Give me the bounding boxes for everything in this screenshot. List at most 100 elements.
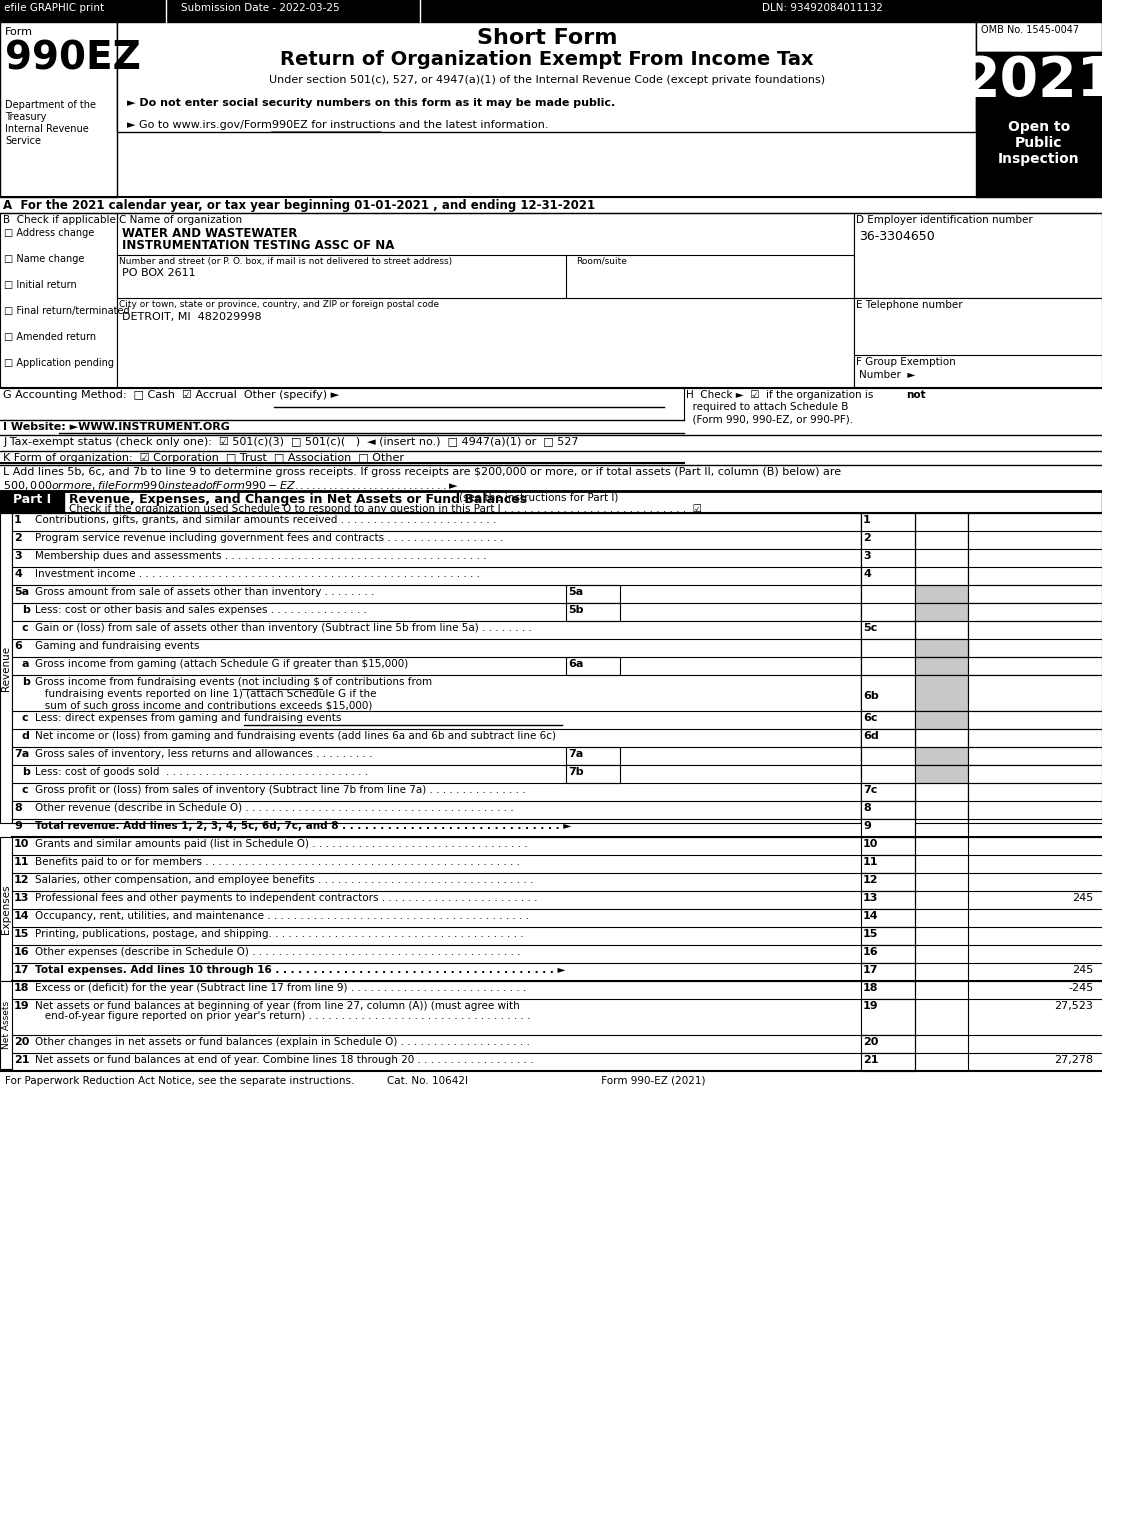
Text: 10: 10 (14, 839, 29, 849)
Text: 9: 9 (14, 820, 21, 831)
Text: 2: 2 (14, 534, 21, 543)
Bar (861, 946, 914, 962)
Bar (861, 729, 914, 747)
Text: Occupancy, rent, utilities, and maintenance . . . . . . . . . . . . . . . . . . : Occupancy, rent, utilities, and maintena… (35, 910, 528, 921)
Text: Contributions, gifts, grants, and similar amounts received . . . . . . . . . . .: Contributions, gifts, grants, and simila… (35, 515, 496, 525)
Bar (861, 782, 914, 801)
Text: Other expenses (describe in Schedule O) . . . . . . . . . . . . . . . . . . . . : Other expenses (describe in Schedule O) … (35, 947, 520, 958)
Text: 5a: 5a (568, 587, 584, 596)
Text: 2: 2 (863, 534, 870, 543)
Bar (861, 856, 914, 872)
Text: Professional fees and other payments to independent contractors . . . . . . . . : Professional fees and other payments to … (35, 894, 537, 903)
Text: c: c (21, 624, 28, 633)
Text: Short Form: Short Form (476, 27, 618, 47)
Text: 17: 17 (14, 965, 29, 974)
Text: Open to: Open to (1007, 120, 1070, 134)
Text: G Accounting Method:  □ Cash  ☑ Accrual  Other (specify) ►: G Accounting Method: □ Cash ☑ Accrual Ot… (3, 390, 340, 400)
Text: 18: 18 (863, 984, 878, 993)
Text: 6b: 6b (863, 691, 878, 702)
Bar (969, 711, 1102, 729)
Text: E Telephone number: E Telephone number (856, 300, 963, 310)
Text: 12: 12 (863, 875, 878, 884)
Text: Total revenue. Add lines 1, 2, 3, 4, 5c, 6d, 7c, and 8 . . . . . . . . . . . . .: Total revenue. Add lines 1, 2, 3, 4, 5c,… (35, 820, 571, 831)
Text: 12: 12 (14, 875, 29, 884)
Text: WATER AND WASTEWATER: WATER AND WASTEWATER (122, 227, 298, 239)
Bar (914, 602, 969, 621)
Text: Excess or (deficit) for the year (Subtract line 17 from line 9) . . . . . . . . : Excess or (deficit) for the year (Subtra… (35, 984, 526, 993)
Text: -245: -245 (1068, 984, 1093, 993)
Text: Gain or (loss) from sale of assets other than inventory (Subtract line 5b from l: Gain or (loss) from sale of assets other… (35, 624, 532, 633)
Text: □ Amended return: □ Amended return (5, 332, 96, 342)
Text: b: b (21, 605, 29, 615)
Text: Investment income . . . . . . . . . . . . . . . . . . . . . . . . . . . . . . . : Investment income . . . . . . . . . . . … (35, 569, 480, 580)
Text: 14: 14 (14, 910, 29, 921)
Bar (567, 766, 620, 782)
Text: 6a: 6a (568, 659, 584, 669)
Text: Benefits paid to or for members . . . . . . . . . . . . . . . . . . . . . . . . : Benefits paid to or for members . . . . … (35, 857, 519, 868)
Text: 245: 245 (1073, 894, 1093, 903)
Text: 3: 3 (14, 551, 21, 561)
Bar (861, 676, 914, 711)
Text: 20: 20 (14, 1037, 29, 1048)
Text: Revenue: Revenue (1, 645, 11, 691)
Text: 6c: 6c (863, 714, 877, 723)
Text: F Group Exemption: F Group Exemption (856, 357, 956, 368)
Text: 27,278: 27,278 (1054, 1055, 1093, 1064)
Text: 20: 20 (863, 1037, 878, 1048)
Text: 5a: 5a (14, 587, 29, 596)
Text: Program service revenue including government fees and contracts . . . . . . . . : Program service revenue including govern… (35, 534, 502, 543)
Text: 990EZ: 990EZ (6, 40, 141, 78)
Text: INSTRUMENTATION TESTING ASSC OF NA: INSTRUMENTATION TESTING ASSC OF NA (122, 239, 395, 252)
Text: C Name of organization: C Name of organization (120, 215, 243, 226)
Text: (see the instructions for Part I): (see the instructions for Part I) (460, 493, 619, 503)
Bar (861, 872, 914, 891)
Text: Number and street (or P. O. box, if mail is not delivered to street address): Number and street (or P. O. box, if mail… (120, 258, 453, 265)
Bar (855, 214, 1102, 297)
Bar (969, 512, 1102, 824)
Text: Gaming and fundraising events: Gaming and fundraising events (35, 640, 199, 651)
Text: Gross sales of inventory, less returns and allowances . . . . . . . . .: Gross sales of inventory, less returns a… (35, 749, 373, 759)
Text: 4: 4 (14, 569, 21, 580)
Bar (977, 52, 1102, 117)
Bar (117, 21, 977, 133)
Text: DLN: 93492084011132: DLN: 93492084011132 (762, 3, 883, 14)
Text: 13: 13 (863, 894, 878, 903)
Text: 18: 18 (14, 984, 29, 993)
Text: 17: 17 (863, 965, 878, 974)
Text: 6d: 6d (863, 730, 878, 741)
Text: Grants and similar amounts paid (list in Schedule O) . . . . . . . . . . . . . .: Grants and similar amounts paid (list in… (35, 839, 527, 849)
Text: Membership dues and assessments . . . . . . . . . . . . . . . . . . . . . . . . : Membership dues and assessments . . . . … (35, 551, 485, 561)
Text: Inspection: Inspection (998, 152, 1079, 166)
Text: 11: 11 (14, 857, 29, 868)
Bar (969, 747, 1102, 766)
Bar (861, 711, 914, 729)
Bar (969, 602, 1102, 621)
Text: 19: 19 (863, 1000, 878, 1011)
Text: (Form 990, 990-EZ, or 990-PF).: (Form 990, 990-EZ, or 990-PF). (686, 413, 854, 424)
Text: Return of Organization Exempt From Income Tax: Return of Organization Exempt From Incom… (280, 50, 814, 69)
Bar (0, 491, 1102, 512)
Bar (861, 837, 914, 856)
Text: 5c: 5c (863, 624, 877, 633)
Bar (914, 657, 969, 676)
Text: 7a: 7a (568, 749, 584, 759)
Bar (12, 512, 861, 824)
Text: Form: Form (6, 27, 33, 37)
Text: 21: 21 (14, 1055, 29, 1064)
Bar (861, 999, 914, 1035)
Text: Gross income from fundraising events (not including $: Gross income from fundraising events (no… (35, 677, 320, 686)
Text: 1: 1 (863, 515, 870, 525)
Bar (861, 801, 914, 819)
Bar (969, 657, 1102, 676)
Text: DETROIT, MI  482029998: DETROIT, MI 482029998 (122, 313, 262, 322)
Text: City or town, state or province, country, and ZIP or foreign postal code: City or town, state or province, country… (120, 300, 439, 310)
Text: 8: 8 (14, 804, 21, 813)
Text: Expenses: Expenses (1, 884, 11, 933)
Text: Treasury: Treasury (6, 111, 46, 122)
Bar (861, 981, 914, 999)
Bar (0, 21, 117, 197)
Text: a: a (21, 659, 29, 669)
Text: For Paperwork Reduction Act Notice, see the separate instructions.          Cat.: For Paperwork Reduction Act Notice, see … (6, 1077, 706, 1086)
Text: OMB No. 1545-0047: OMB No. 1545-0047 (981, 24, 1079, 35)
Text: 11: 11 (863, 857, 878, 868)
